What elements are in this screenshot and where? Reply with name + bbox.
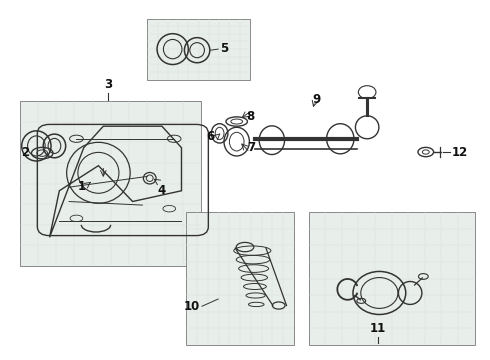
Text: 12: 12 <box>452 145 468 158</box>
Text: 4: 4 <box>157 184 165 197</box>
Text: 6: 6 <box>206 130 215 144</box>
Bar <box>186 212 294 345</box>
Text: 1: 1 <box>77 180 86 193</box>
Text: 2: 2 <box>21 145 29 158</box>
Text: 3: 3 <box>104 78 112 91</box>
Bar <box>20 101 201 266</box>
Text: 8: 8 <box>247 110 255 123</box>
Text: 10: 10 <box>184 300 200 313</box>
Bar <box>147 19 250 80</box>
Text: 11: 11 <box>370 322 386 335</box>
Text: 9: 9 <box>313 93 320 106</box>
Text: 5: 5 <box>220 41 228 54</box>
Text: 7: 7 <box>247 141 255 154</box>
Bar <box>309 212 475 345</box>
